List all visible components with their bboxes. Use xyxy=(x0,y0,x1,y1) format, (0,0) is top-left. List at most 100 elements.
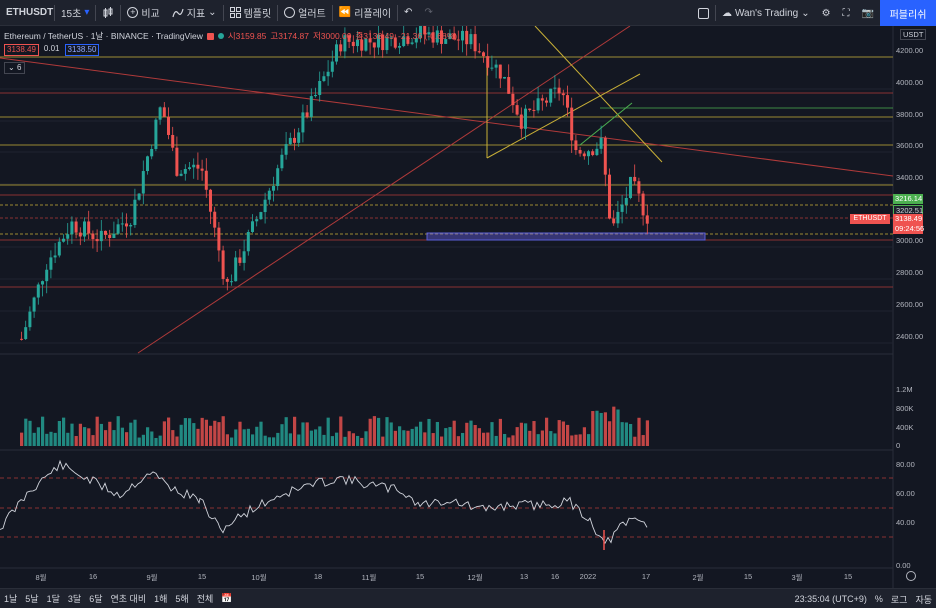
volume-bar xyxy=(637,417,641,446)
volume-bar xyxy=(162,421,166,446)
volume-bar xyxy=(582,427,586,446)
chart-type-button[interactable] xyxy=(96,0,120,26)
publish-button[interactable]: 퍼블리쉬 xyxy=(880,0,936,26)
divider xyxy=(714,5,716,21)
volume-bar xyxy=(629,423,633,446)
auto-toggle[interactable]: 자동 xyxy=(915,594,932,605)
legend-pair: Ethereum / TetherUS · 1날 · BINANCE · Tra… xyxy=(4,31,203,41)
candle-body xyxy=(410,42,414,44)
clock-display[interactable]: 23:35:04 (UTC+9) xyxy=(794,594,867,604)
sell-price-button[interactable]: 3138.49 xyxy=(4,44,39,56)
range-all[interactable]: 전체 xyxy=(196,594,214,604)
trend-line xyxy=(137,26,631,354)
camera-icon: 📷 xyxy=(861,7,874,19)
replay-button[interactable]: ⏪ 리플레이 xyxy=(333,0,397,26)
volume-bar xyxy=(633,436,637,446)
volume-bar xyxy=(120,427,124,446)
rsi-line xyxy=(0,459,648,545)
volume-bar xyxy=(66,432,70,446)
flag-icon[interactable] xyxy=(206,32,214,40)
volume-bar xyxy=(28,420,32,446)
gear-icon[interactable] xyxy=(906,571,916,581)
percent-toggle[interactable]: % xyxy=(874,594,883,604)
fullscreen-button[interactable]: ⛶ xyxy=(837,0,856,26)
candle-body xyxy=(125,223,128,227)
volume-bar xyxy=(204,419,208,446)
symbol-search[interactable]: ETHUSDT xyxy=(0,0,54,26)
candle-body xyxy=(372,42,376,48)
candle-body xyxy=(204,170,208,190)
range-1d[interactable]: 1날 xyxy=(4,594,18,604)
candle-body xyxy=(536,98,540,111)
candle-body xyxy=(587,151,590,157)
candle-body xyxy=(402,36,406,47)
volume-bar xyxy=(309,430,313,446)
chevron-down-icon: ⌄ xyxy=(801,7,810,19)
volume-bar xyxy=(141,434,145,446)
compare-button[interactable]: + 비교 xyxy=(121,0,165,26)
undo-button[interactable]: ↶ xyxy=(398,0,418,26)
calendar-icon[interactable]: 📅 xyxy=(221,593,233,603)
candle-body xyxy=(612,218,616,224)
currency-label[interactable]: USDT xyxy=(900,29,927,40)
layout-toggle-button[interactable] xyxy=(692,0,715,26)
price-tick: 4200.00 xyxy=(896,46,924,55)
volume-bar xyxy=(297,434,301,446)
candle-body xyxy=(179,173,183,176)
range-ytd[interactable]: 연초 대비 xyxy=(110,594,147,604)
redo-button[interactable]: ↷ xyxy=(418,0,438,26)
volume-bar xyxy=(473,425,477,446)
alert-button[interactable]: 얼러트 xyxy=(278,0,332,26)
layout-name-button[interactable]: ☁ Wan's Trading ⌄ xyxy=(716,0,816,26)
candle-body xyxy=(74,221,78,233)
candle-body xyxy=(276,168,280,186)
candle-body xyxy=(24,327,28,340)
snapshot-button[interactable]: 📷 xyxy=(856,0,880,26)
spread-value: 0.01 xyxy=(43,44,60,53)
range-1m[interactable]: 1달 xyxy=(46,594,60,604)
range-6m[interactable]: 6달 xyxy=(89,594,103,604)
candle-body xyxy=(305,112,309,117)
price-chart-canvas[interactable] xyxy=(0,26,936,588)
candle-body xyxy=(288,137,292,145)
market-status-icon xyxy=(217,33,224,39)
volume-bar xyxy=(200,417,204,446)
log-toggle[interactable]: 로그 xyxy=(890,594,908,605)
candle-body xyxy=(645,215,649,224)
volume-bar xyxy=(108,421,112,446)
volume-bar xyxy=(595,410,599,446)
volume-bar xyxy=(410,428,414,446)
volume-bar xyxy=(267,437,271,446)
candle-body xyxy=(104,230,107,235)
time-tick: 10월 xyxy=(251,573,267,582)
volume-bar xyxy=(540,430,544,446)
candle-body xyxy=(167,116,170,135)
buy-price-button[interactable]: 3138.50 xyxy=(64,44,100,56)
volume-bar xyxy=(78,423,82,446)
candle-body xyxy=(280,154,284,169)
indicators-button[interactable]: 지표 ⌄ xyxy=(166,0,223,26)
candle-body xyxy=(465,30,469,45)
candle-body xyxy=(188,167,191,169)
candle-body xyxy=(225,278,229,282)
candle-body xyxy=(263,199,267,213)
candle-body xyxy=(347,35,351,42)
settings-button[interactable]: ⚙ xyxy=(816,0,837,26)
volume-bar xyxy=(116,416,120,446)
price-tick: 2400.00 xyxy=(896,332,924,341)
templates-button[interactable]: 템플릿 xyxy=(224,0,278,26)
candle-body xyxy=(255,219,259,222)
volume-bar xyxy=(125,432,129,446)
time-tick: 3월 xyxy=(791,573,803,582)
range-1y[interactable]: 1해 xyxy=(154,594,168,604)
candle-body xyxy=(419,26,422,38)
volume-bar xyxy=(557,420,561,446)
volume-bar xyxy=(196,428,200,446)
price-tick: 2800.00 xyxy=(896,268,924,277)
range-3m[interactable]: 3달 xyxy=(67,594,82,604)
interval-selector[interactable]: 15초 ▾ xyxy=(55,0,95,26)
range-5d[interactable]: 5날 xyxy=(25,594,39,604)
indicators-collapse-button[interactable]: ⌄ 6 xyxy=(4,62,26,74)
range-5y[interactable]: 5해 xyxy=(175,594,189,604)
candle-body xyxy=(381,34,385,51)
